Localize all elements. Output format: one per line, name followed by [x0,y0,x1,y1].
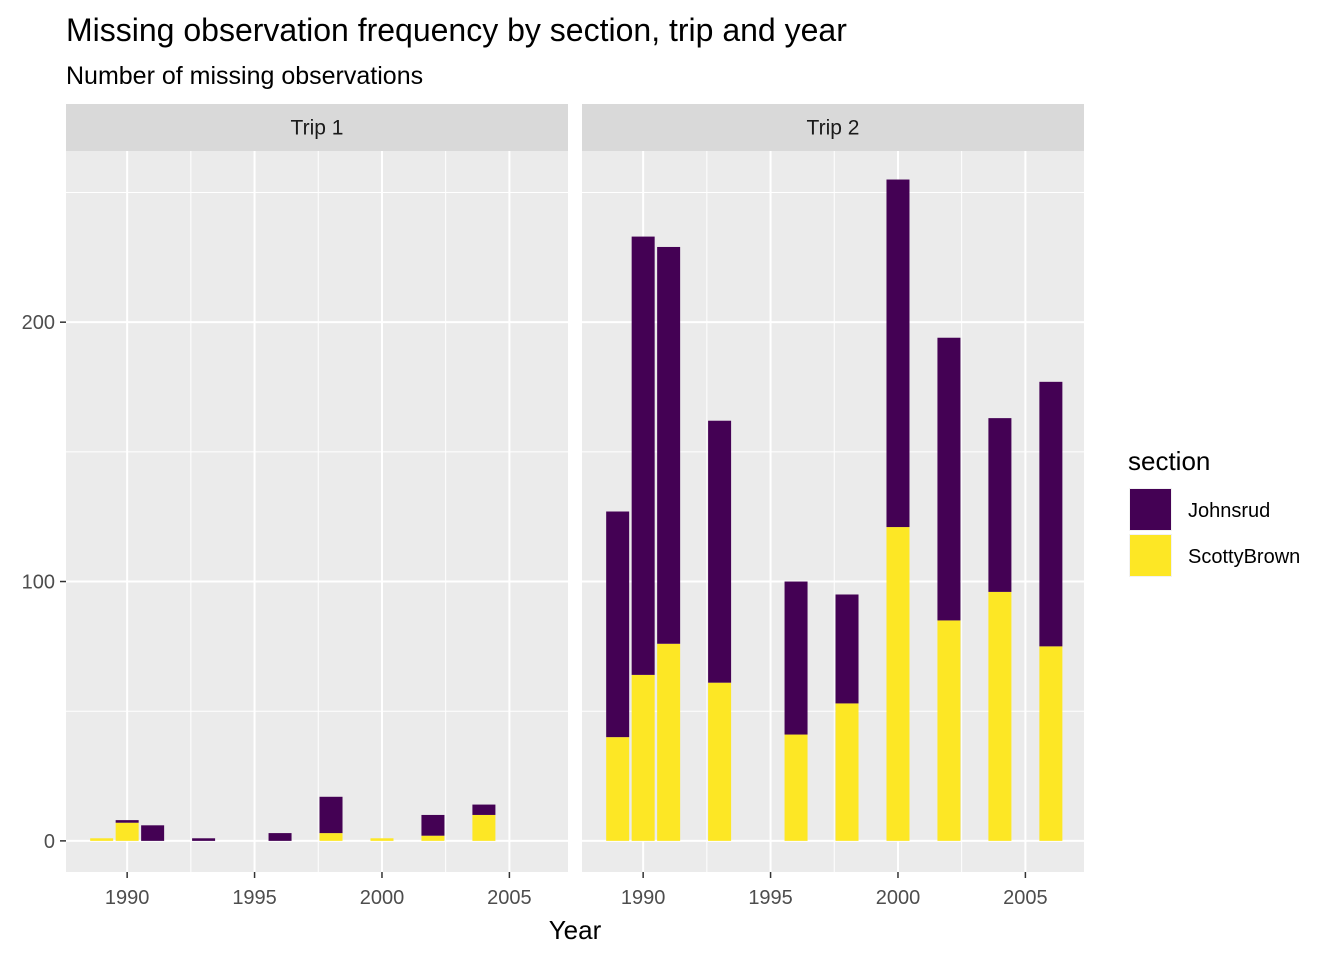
legend-key-scottybrown [1130,535,1171,576]
y-axis: 0 100 200 [22,312,66,853]
bar-johnsrud-1998 [835,594,859,704]
bar-johnsrud-2000 [886,179,910,528]
legend: section Johnsrud ScottyBrown [1128,446,1300,577]
bar-scottybrown-1998 [835,703,859,841]
facet-strip [582,104,1084,151]
bar-scottybrown-1998 [319,833,343,841]
facet-strip-label: Trip 1 [291,117,344,140]
bar-scottybrown-2004 [988,591,1012,841]
bar-johnsrud-2002 [937,337,961,621]
facet-strip-label: Trip 2 [807,117,860,140]
bar-johnsrud-2004 [472,804,496,815]
bar-scottybrown-2006 [1039,646,1063,841]
bar-johnsrud-1989 [606,511,630,738]
x-tick-label: 2005 [1003,887,1048,909]
chart-subtitle: Number of missing observations [66,62,423,90]
bar-scottybrown-1996 [784,734,808,841]
bar-johnsrud-1991 [141,825,165,841]
y-tick-label: 0 [44,831,55,853]
legend-label-johnsrud: Johnsrud [1188,500,1270,522]
bar-scottybrown-1991 [657,643,681,841]
bar-johnsrud-1993 [192,838,216,841]
bar-scottybrown-2000 [370,838,394,841]
bar-scottybrown-2004 [472,814,496,841]
bar-scottybrown-1990 [115,822,139,841]
facet-panel-2: Trip 2 1990 1995 2000 2005 [582,104,1084,909]
bar-scottybrown-1990 [631,674,655,841]
bar-johnsrud-2006 [1039,381,1063,647]
x-tick-label: 1990 [105,887,150,909]
bar-scottybrown-1989 [90,838,114,841]
y-tick-label: 200 [22,312,55,334]
legend-title: section [1128,446,1210,476]
bar-johnsrud-1998 [319,796,343,834]
y-tick-label: 100 [22,572,55,594]
bar-scottybrown-2002 [937,620,961,841]
x-tick-label: 1995 [232,887,277,909]
x-tick-label: 2000 [876,887,921,909]
legend-label-scottybrown: ScottyBrown [1188,546,1300,568]
facet-panels: Trip 1 1990 1995 2000 2005 Trip 2 1990 1995 2000… [66,104,1084,909]
bar-scottybrown-1993 [708,682,732,841]
x-tick-label: 1990 [621,887,666,909]
facet-panel-1: Trip 1 1990 1995 2000 2005 [66,104,568,909]
bar-johnsrud-1991 [657,246,681,644]
bar-johnsrud-2004 [988,418,1012,592]
bar-johnsrud-1990 [115,820,139,823]
bar-johnsrud-2002 [421,814,445,836]
chart-title: Missing observation frequency by section… [66,12,847,48]
panel-background [66,151,568,872]
bar-scottybrown-1989 [606,737,630,841]
bar-johnsrud-1990 [631,236,655,675]
bar-scottybrown-2000 [886,527,910,841]
x-tick-label: 2005 [487,887,532,909]
bar-johnsrud-1996 [268,833,292,841]
bar-johnsrud-1993 [708,420,732,683]
facet-strip [66,104,568,151]
x-tick-label: 2000 [360,887,405,909]
x-tick-label: 1995 [748,887,793,909]
x-axis-title: Year [549,915,602,945]
legend-key-johnsrud [1130,489,1171,530]
bar-johnsrud-1996 [784,581,808,735]
bar-scottybrown-2002 [421,835,445,841]
